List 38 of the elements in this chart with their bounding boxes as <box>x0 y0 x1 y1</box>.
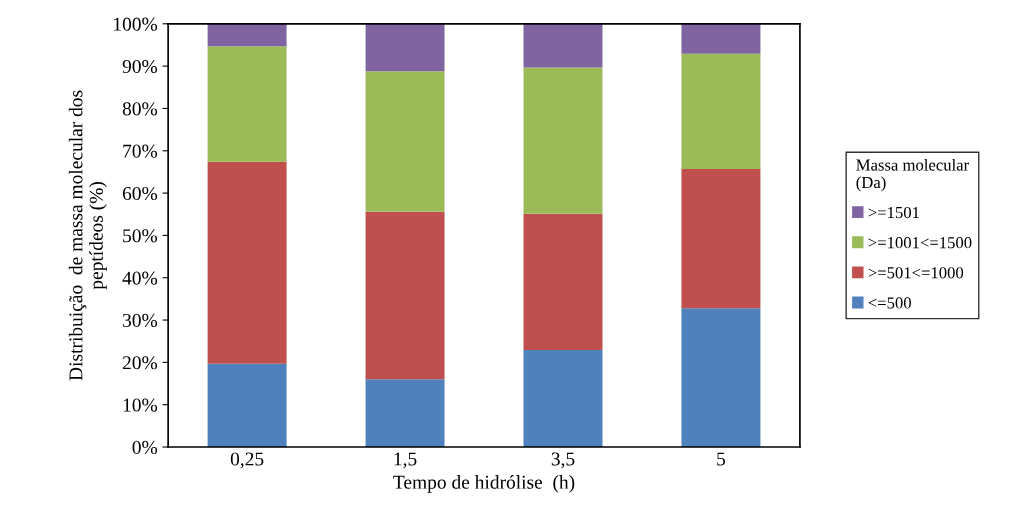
y-axis-title: Distribuição de massa molecular dos peptídeos (%) <box>68 90 107 381</box>
legend-label: >=501<=1000 <box>868 267 964 279</box>
bar <box>681 23 761 54</box>
bar <box>365 23 445 72</box>
bar <box>681 168 761 309</box>
x-tick-label: 3,5 <box>551 452 575 469</box>
y-tick-label: 70% <box>123 144 158 158</box>
legend-label: >=1001<=1500 <box>868 237 972 249</box>
bar <box>523 213 603 351</box>
bar <box>681 308 761 447</box>
bar <box>207 363 287 447</box>
bar <box>523 67 603 214</box>
bar <box>523 23 603 68</box>
x-tick-label: 0,25 <box>230 452 264 469</box>
y-tick-label: 10% <box>123 398 158 412</box>
x-tick-label: 5 <box>717 452 726 466</box>
bar <box>207 46 287 162</box>
bar <box>523 350 603 447</box>
x-tick-label: 1,5 <box>394 452 417 469</box>
legend-title: Massa molecular (Da) <box>856 158 969 192</box>
bar <box>207 161 287 364</box>
x-axis-title: Tempo de hidrólise (h) <box>393 475 575 493</box>
y-tick-label: 80% <box>122 102 158 116</box>
y-tick-label: 90% <box>122 59 158 74</box>
y-tick-label: 20% <box>122 356 158 370</box>
legend-label: <=500 <box>868 297 911 309</box>
legend-label: >=1501 <box>868 206 919 219</box>
y-tick-label: 60% <box>122 186 158 201</box>
bar <box>207 23 287 47</box>
bar <box>365 379 445 447</box>
y-tick-label: 0% <box>132 440 158 455</box>
bar <box>365 211 445 380</box>
bar <box>681 53 761 169</box>
bar <box>365 71 445 212</box>
y-tick-label: 100% <box>114 17 158 31</box>
y-tick-label: 50% <box>123 229 158 243</box>
y-tick-label: 30% <box>123 313 158 328</box>
y-tick-label: 40% <box>122 271 158 285</box>
